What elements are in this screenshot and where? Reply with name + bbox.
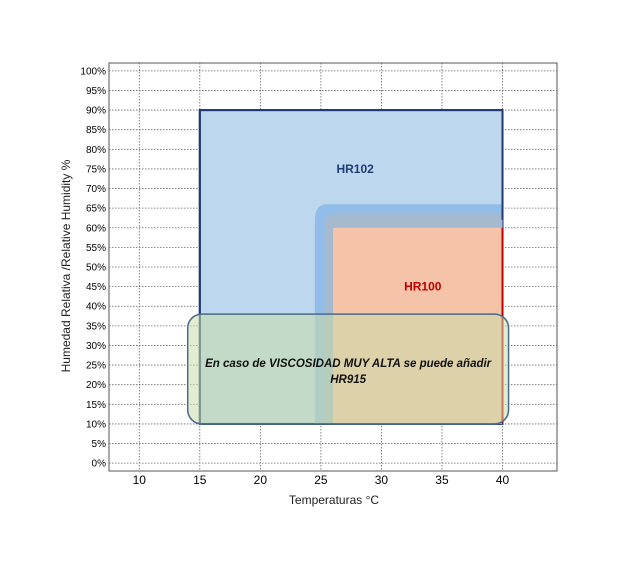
y-tick-label: 25% [86,361,106,372]
x-tick-label: 10 [133,473,147,487]
y-tick-label: 100% [80,66,106,77]
y-tick-label: 80% [86,145,106,156]
x-tick-label: 40 [496,473,510,487]
y-tick-label: 20% [86,380,106,391]
y-tick-label: 50% [86,263,106,274]
y-tick-label: 15% [86,400,106,411]
x-tick-label: 15 [193,473,207,487]
y-tick-label: 85% [86,125,106,136]
label-hr102: HR102 [336,162,374,176]
x-tick-label: 20 [254,473,268,487]
annotation-box-hr915 [186,313,510,425]
x-axis-title: Temperaturas °C [289,493,379,507]
x-tick-label: 35 [435,473,449,487]
y-tick-label: 75% [86,164,106,175]
ticks: 0% 5% 10% 15% 20% 25% 30% 35% 40% 45% 50% 55% 60% 65%… [80,66,509,487]
y-tick-label: 60% [86,223,106,234]
y-tick-label: 95% [86,86,106,97]
y-axis-title: Humedad Relativa /Relative Humidity % [59,159,73,372]
y-tick-label: 45% [86,282,106,293]
annotation-text-line1: En caso de VISCOSIDAD MUY ALTA se puede … [205,358,492,370]
annotation-text-line2: HR915 [330,374,366,386]
x-tick-label: 30 [375,473,389,487]
y-tick-label: 70% [86,184,106,195]
y-tick-label: 90% [86,106,106,117]
y-tick-label: 5% [92,439,107,450]
y-tick-label: 35% [86,321,106,332]
y-tick-label: 40% [86,302,106,313]
label-hr100: HR100 [404,280,442,294]
y-tick-label: 10% [86,419,106,430]
x-tick-label: 25 [314,473,328,487]
y-tick-label: 0% [92,459,107,470]
regions: HR102 HR100 En caso de VISCOSIDAD MUY ALTA… [186,109,510,425]
y-tick-label: 55% [86,243,106,254]
hr102-border [198,109,504,424]
y-tick-label: 65% [86,204,106,215]
y-tick-label: 30% [86,341,106,352]
